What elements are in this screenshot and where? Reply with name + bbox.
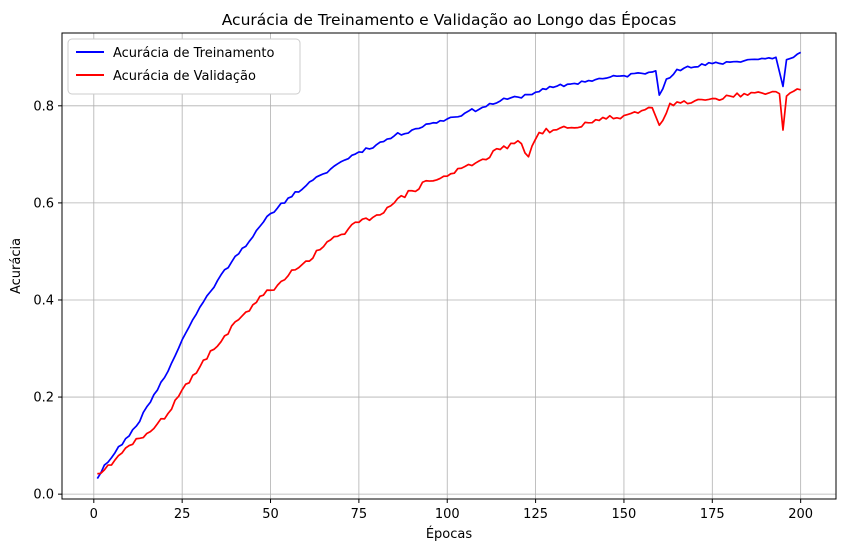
series-line-train: [96, 51, 802, 480]
x-tick-label: 0: [90, 507, 98, 522]
x-tick-label: 75: [351, 507, 368, 522]
y-tick-label: 0.4: [33, 293, 54, 308]
x-axis-ticks: 0 25 50 75 100 125 150 175 200: [90, 499, 813, 522]
x-tick-label: 25: [174, 507, 191, 522]
y-tick-label: 0.0: [33, 488, 54, 503]
x-tick-label: 175: [700, 507, 725, 522]
x-tick-label: 150: [612, 507, 637, 522]
y-tick-label: 0.2: [33, 391, 54, 406]
chart-title: Acurácia de Treinamento e Validação ao L…: [222, 10, 677, 29]
legend-label-validation: Acurácia de Validação: [113, 69, 256, 84]
x-tick-label: 200: [788, 507, 813, 522]
grid: [62, 33, 836, 499]
x-tick-label: 100: [435, 507, 460, 522]
legend-box: [67, 38, 301, 95]
x-tick-label: 125: [523, 507, 548, 522]
y-tick-label: 0.6: [33, 196, 54, 211]
y-axis-ticks: 0.0 0.2 0.4 0.6 0.8: [33, 99, 62, 503]
legend-label-train: Acurácia de Treinamento: [113, 46, 275, 61]
y-axis-label: Acurácia: [9, 238, 24, 294]
x-tick-label: 50: [262, 507, 279, 522]
y-tick-label: 0.8: [33, 99, 54, 114]
legend: Acurácia de Treinamento Acurácia de Vali…: [67, 38, 301, 95]
series-line-validation: [97, 88, 801, 475]
x-axis-label: Épocas: [426, 526, 473, 542]
series-layer: [96, 51, 802, 480]
plot-frame: [61, 32, 837, 500]
